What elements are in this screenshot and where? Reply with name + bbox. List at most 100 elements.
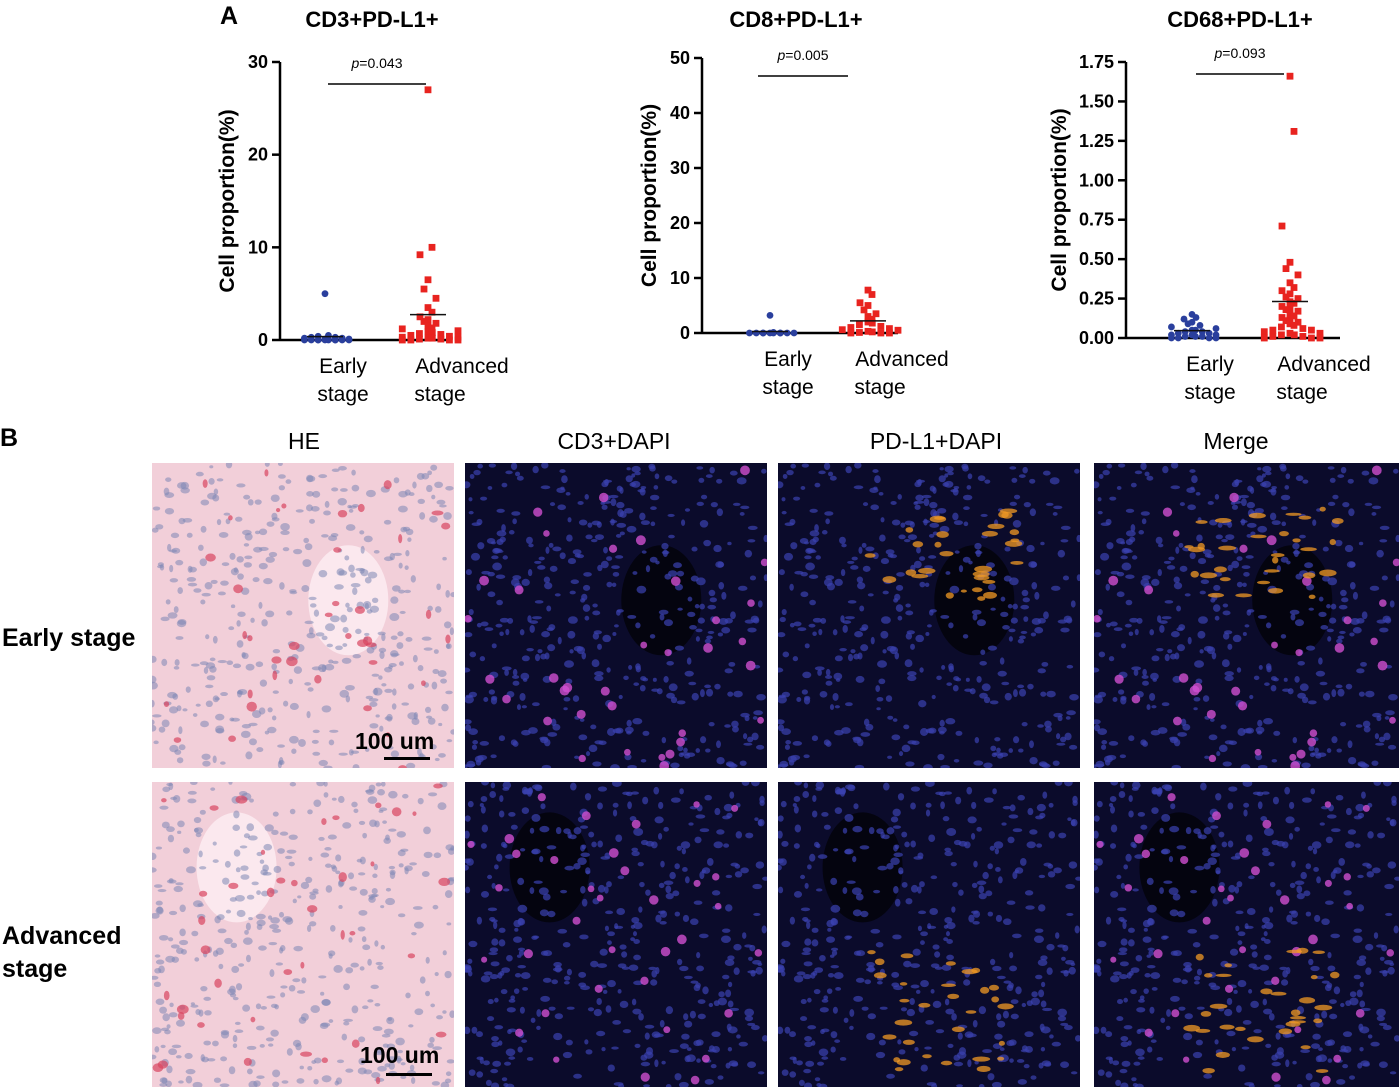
advanced-stage-point [437,335,445,343]
scale-bar-early [384,757,430,760]
advanced-stage-point [1299,325,1307,332]
advanced-stage-point [1269,333,1277,340]
early-stage-point [1184,320,1192,328]
y-tick-label: 0.75 [1079,210,1114,230]
early-stage-point [1181,333,1189,340]
p-value: =0.093 [1222,45,1265,61]
y-tick-label: 20 [670,213,690,233]
p-symbol: p [1213,45,1222,61]
panel-a-charts: CD3+PD-L1+ 0 10 20 30 Cell proportion(%) Early… [216,7,1371,406]
advanced-stage-point [428,324,436,332]
advanced-stage-point [864,302,872,309]
micrograph-merge-early [1094,463,1399,768]
advanced-stage-point [872,310,880,318]
advanced-stage-point [1286,320,1294,328]
advanced-stage-point [864,318,872,326]
y-tick-label: 10 [248,237,268,257]
early-stage-point [301,336,308,344]
advanced-stage-point [868,315,876,323]
advanced-stage-point [1286,279,1294,287]
early-stage-point [1205,334,1213,342]
micrograph-cd3-advanced [465,782,767,1087]
column-label-pdl1-dapi: PD-L1+DAPI [869,428,1003,454]
chart-title: CD8+PD-L1+ [729,7,862,32]
advanced-stage-point [1290,127,1298,135]
advanced-stage-point [864,327,872,335]
advanced-stage-point [424,316,432,324]
x-category-label-line2: stage [414,383,465,406]
early-stage-point [766,312,774,319]
advanced-stage-point [420,285,428,293]
advanced-stage-point [868,328,876,336]
advanced-stage-point [856,321,863,329]
advanced-stage-point [424,334,432,342]
early-stage-point [1205,329,1213,337]
p-symbol: p [776,47,785,63]
early-stage-point [1174,334,1182,342]
x-category-label-line1: Advanced [415,355,508,378]
advanced-stage-point [847,329,855,337]
p-value: =0.043 [359,55,402,71]
micrograph-merge-advanced [1094,782,1399,1087]
chart-title: CD68+PD-L1+ [1167,7,1313,32]
panel-b-letter: B [0,424,19,452]
p-value: =0.005 [785,47,828,63]
advanced-stage-point [864,313,872,320]
advanced-stage-point [1282,317,1290,325]
early-stage-point [1174,329,1182,337]
advanced-stage-point [407,336,415,344]
advanced-stage-point [1286,72,1294,80]
advanced-stage-point [420,318,428,325]
y-tick-label: 0.00 [1079,328,1114,348]
advanced-stage-point [864,286,872,294]
x-category-label-line2: stage [854,376,905,399]
x-category-label-line1: Early [319,355,367,378]
column-label-he: HE [288,428,320,454]
advanced-stage-point [1286,329,1294,337]
advanced-stage-point [1282,293,1290,301]
advanced-stage-point [1278,323,1285,331]
early-stage-point [1168,334,1175,342]
early-stage-point [1180,315,1188,323]
advanced-stage-point [432,294,440,302]
advanced-stage-point [424,304,432,311]
advanced-stage-point [1278,331,1285,339]
early-stage-point [321,290,329,298]
advanced-stage-point [1290,284,1298,291]
advanced-stage-point [1282,265,1290,273]
y-tick-label: 0.50 [1079,249,1114,269]
advanced-stage-point [416,335,423,343]
micrograph-he-early [152,463,454,768]
early-stage-point [752,329,760,337]
p-value-label: p=0.093 [1213,45,1265,61]
advanced-stage-point [1278,287,1286,295]
advanced-stage-point [424,328,432,336]
scale-bar-advanced [386,1073,432,1076]
y-axis-label: Cell proportion(%) [638,104,661,287]
advanced-stage-point [1294,318,1302,326]
advanced-stage-point [868,319,876,327]
advanced-stage-point [437,331,445,338]
y-tick-label: 1.00 [1079,170,1114,190]
x-category-label-line1: Early [764,348,812,371]
advanced-stage-point [454,327,462,335]
column-label-cd3-dapi: CD3+DAPI [557,428,671,454]
p-value-label: p=0.005 [776,47,828,63]
advanced-stage-point [1308,326,1315,334]
p-value-label: p=0.043 [350,55,402,71]
advanced-stage-point [877,323,885,330]
advanced-stage-point [1290,299,1298,307]
advanced-stage-point [1278,222,1286,230]
advanced-stage-point [407,331,415,339]
early-stage-point [790,329,798,337]
advanced-stage-point [1282,306,1290,314]
micrograph-pdl1-early [778,463,1080,768]
advanced-stage-point [856,329,863,336]
micrograph-pdl1-advanced [778,782,1080,1087]
x-category-label-line1: Advanced [855,348,948,371]
x-category-label-line1: Advanced [1277,353,1370,376]
advanced-stage-point [1286,290,1294,298]
row-label-advanced-stage: Advanced stage [2,922,122,983]
x-category-label-line2: stage [1184,381,1235,404]
